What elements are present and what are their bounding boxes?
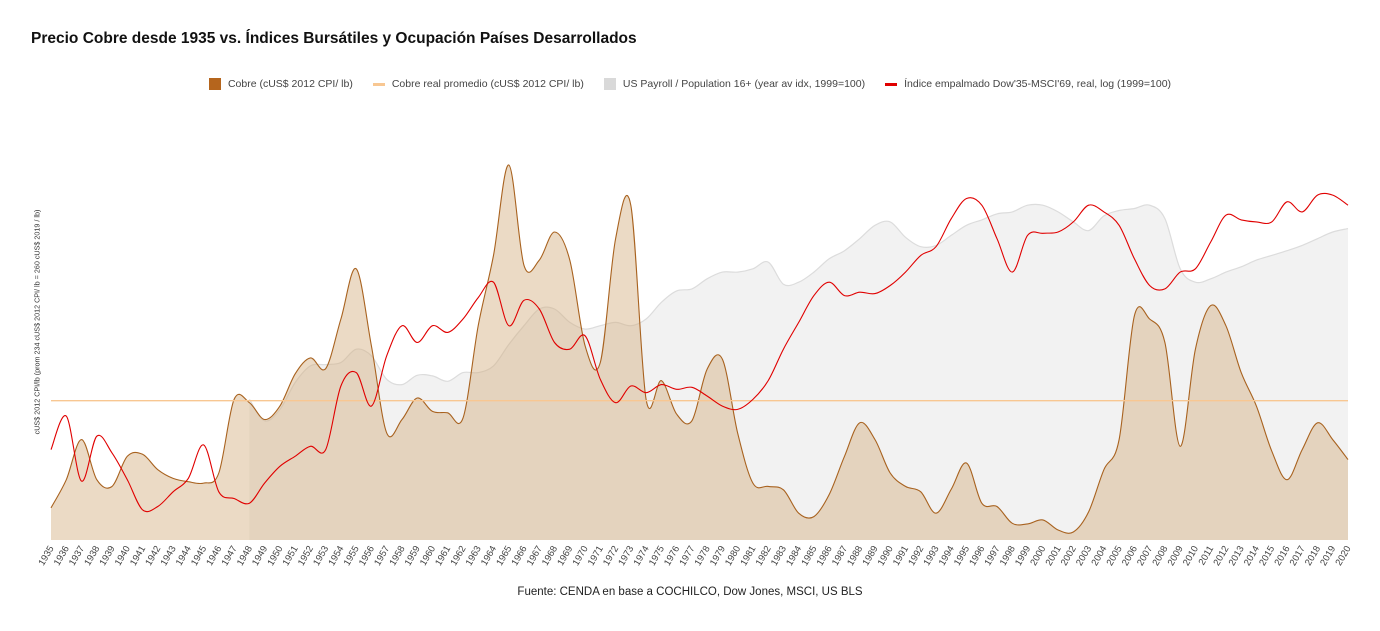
legend-label-us-payroll: US Payroll / Population 16+ (year av idx… xyxy=(622,78,866,90)
legend-label-cobre-promedio: Cobre real promedio (cUS$ 2012 CPI/ lb) xyxy=(391,78,584,90)
legend-item-us-payroll[interactable]: US Payroll / Population 16+ (year av idx… xyxy=(603,78,866,90)
legend-swatch-cobre xyxy=(208,78,221,90)
legend-item-cobre[interactable]: Cobre (cUS$ 2012 CPI/ lb) xyxy=(208,78,353,90)
x-tick-label: 2010 xyxy=(1181,544,1201,568)
source-note: Fuente: CENDA en base a COCHILCO, Dow Jo… xyxy=(517,586,863,598)
x-axis: 1935193619371938193919401941194219431944… xyxy=(37,544,1354,568)
cobre-area xyxy=(51,164,1348,540)
legend-item-cobre-promedio[interactable]: Cobre real promedio (cUS$ 2012 CPI/ lb) xyxy=(372,78,584,90)
series-indice xyxy=(50,192,1349,513)
us-payroll-area xyxy=(249,204,1348,540)
legend-swatch-cobre-promedio xyxy=(372,82,385,86)
cobre-line xyxy=(50,164,1349,534)
legend-swatch-us-payroll xyxy=(603,78,616,90)
legend-item-indice[interactable]: Índice empalmado Dow'35-MSCI'69, real, l… xyxy=(885,78,1171,90)
us-payroll-line xyxy=(248,203,1349,422)
legend-swatch-indice xyxy=(885,82,898,86)
legend: Cobre (cUS$ 2012 CPI/ lb) Cobre real pro… xyxy=(0,78,1380,90)
series-us-payroll xyxy=(248,203,1349,540)
indice-line xyxy=(50,192,1349,513)
chart-title: Precio Cobre desde 1935 vs. Índices Burs… xyxy=(31,30,637,47)
series-cobre xyxy=(50,164,1349,540)
x-tick-label: 2020 xyxy=(1334,544,1354,568)
legend-label-indice: Índice empalmado Dow'35-MSCI'69, real, l… xyxy=(904,78,1172,90)
legend-label-cobre: Cobre (cUS$ 2012 CPI/ lb) xyxy=(227,78,353,90)
